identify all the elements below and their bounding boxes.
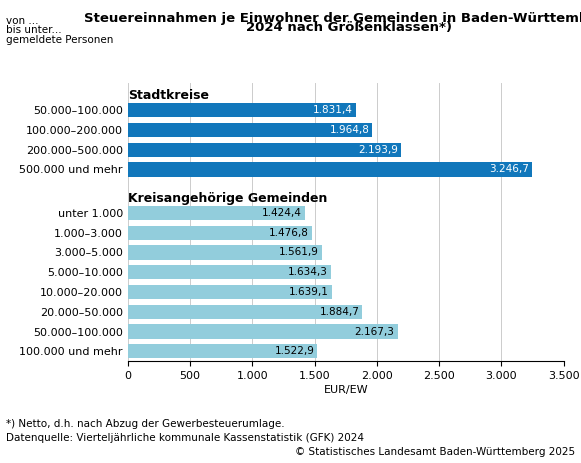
Bar (128, 245, 322, 260)
Text: © Statistisches Landesamt Baden-Württemberg 2025: © Statistisches Landesamt Baden-Württemb… (295, 447, 575, 457)
Text: von ...: von ... (6, 16, 38, 26)
Text: bis unter...: bis unter... (6, 25, 62, 36)
Text: 1.561,9: 1.561,9 (279, 247, 319, 257)
Bar (128, 225, 311, 240)
Text: 2.193,9: 2.193,9 (358, 145, 398, 155)
X-axis label: EUR/EW: EUR/EW (324, 385, 368, 395)
Bar (128, 344, 317, 358)
Bar (128, 305, 363, 319)
Text: 1.424,4: 1.424,4 (262, 208, 302, 218)
Text: *) Netto, d.h. nach Abzug der Gewerbesteuerumlage.: *) Netto, d.h. nach Abzug der Gewerbeste… (6, 419, 285, 429)
Text: 1.831,4: 1.831,4 (313, 105, 353, 115)
Text: 1.522,9: 1.522,9 (274, 346, 314, 356)
Text: 1.884,7: 1.884,7 (320, 307, 360, 317)
Bar (128, 285, 332, 299)
Text: gemeldete Personen: gemeldete Personen (6, 35, 113, 45)
Text: 3.246,7: 3.246,7 (489, 164, 529, 175)
Text: 1.639,1: 1.639,1 (289, 287, 329, 297)
Text: 1.476,8: 1.476,8 (268, 228, 309, 238)
Bar (128, 325, 397, 338)
Bar (128, 103, 356, 117)
Text: Steuereinnahmen je Einwohner der Gemeinden in Baden-Württemberg: Steuereinnahmen je Einwohner der Gemeind… (84, 12, 581, 25)
Text: 2024 nach Größenklassen*): 2024 nach Größenklassen*) (246, 21, 451, 34)
Bar (128, 265, 331, 279)
Bar (128, 206, 305, 220)
Text: 1.634,3: 1.634,3 (288, 267, 328, 277)
Bar (128, 143, 401, 157)
Text: 2.167,3: 2.167,3 (354, 326, 394, 337)
Text: 1.964,8: 1.964,8 (329, 125, 370, 135)
Text: Stadtkreise: Stadtkreise (128, 89, 209, 102)
Text: Datenquelle: Vierteljährliche kommunale Kassenstatistik (GFK) 2024: Datenquelle: Vierteljährliche kommunale … (6, 433, 364, 443)
Text: Kreisangehörige Gemeinden: Kreisangehörige Gemeinden (128, 192, 327, 205)
Bar (128, 163, 532, 176)
Bar (128, 123, 372, 137)
